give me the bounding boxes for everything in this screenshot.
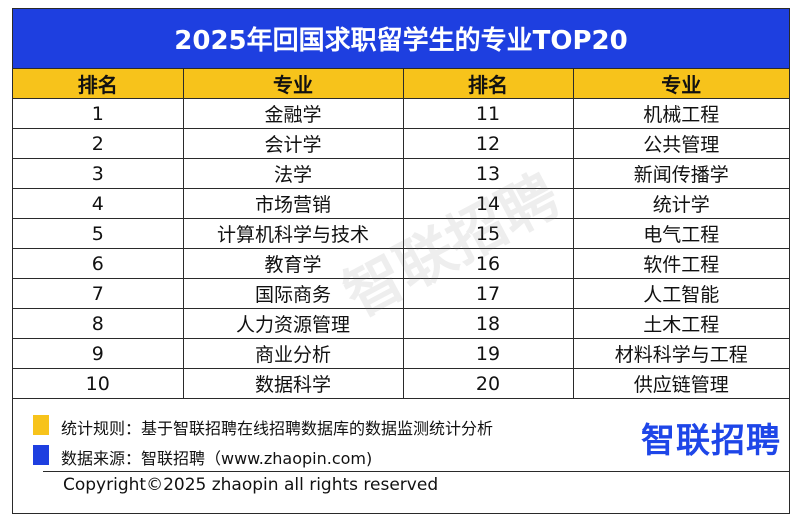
- major-cell: 计算机科学与技术: [182, 218, 404, 249]
- rank-cell: 17: [402, 278, 574, 309]
- table-row: 3 法学 13 新闻传播学: [13, 158, 789, 189]
- major-cell: 会计学: [182, 128, 404, 159]
- major-cell: 电气工程: [572, 218, 789, 249]
- rank-cell: 16: [402, 248, 574, 279]
- infographic-frame: 2025年回国求职留学生的专业TOP20 排名 专业 排名 专业 1 金融学 1…: [12, 8, 790, 514]
- rank-cell: 2: [13, 128, 184, 159]
- rank-cell: 6: [13, 248, 184, 279]
- major-cell: 统计学: [572, 188, 789, 219]
- table-row: 4 市场营销 14 统计学: [13, 188, 789, 219]
- major-cell: 软件工程: [572, 248, 789, 279]
- ranking-table: 排名 专业 排名 专业 1 金融学 11 机械工程 2 会计学 12 公共管理 …: [13, 69, 789, 399]
- yellow-legend-swatch: [33, 415, 49, 435]
- rank-cell: 10: [13, 368, 184, 399]
- major-cell: 商业分析: [182, 338, 404, 369]
- rank-cell: 13: [402, 158, 574, 189]
- major-cell: 金融学: [182, 98, 404, 129]
- header-major-right: 专业: [572, 69, 789, 99]
- rank-cell: 8: [13, 308, 184, 339]
- blue-legend-swatch: [33, 445, 49, 465]
- footer-divider: [43, 471, 789, 472]
- page-title: 2025年回国求职留学生的专业TOP20: [13, 9, 789, 69]
- major-cell: 人工智能: [572, 278, 789, 309]
- rank-cell: 12: [402, 128, 574, 159]
- rank-cell: 11: [402, 98, 574, 129]
- rank-cell: 20: [402, 368, 574, 399]
- data-source-text: 数据来源：智联招聘（www.zhaopin.com): [61, 449, 373, 468]
- header-rank-left: 排名: [13, 69, 184, 99]
- major-cell: 法学: [182, 158, 404, 189]
- rank-cell: 18: [402, 308, 574, 339]
- table-row: 8 人力资源管理 18 土木工程: [13, 308, 789, 339]
- rank-cell: 4: [13, 188, 184, 219]
- table-header-row: 排名 专业 排名 专业: [13, 69, 789, 99]
- rank-cell: 15: [402, 218, 574, 249]
- stat-rule-text: 统计规则：基于智联招聘在线招聘数据库的数据监测统计分析: [61, 419, 494, 438]
- major-cell: 机械工程: [572, 98, 789, 129]
- major-cell: 市场营销: [182, 188, 404, 219]
- rank-cell: 19: [402, 338, 574, 369]
- major-cell: 材料科学与工程: [572, 338, 789, 369]
- major-cell: 教育学: [182, 248, 404, 279]
- table-row: 10 数据科学 20 供应链管理: [13, 368, 789, 399]
- copyright-text: Copyright©2025 zhaopin all rights reserv…: [63, 475, 439, 495]
- major-cell: 供应链管理: [572, 368, 789, 399]
- zhaopin-logo: 智联招聘: [641, 421, 781, 461]
- major-cell: 数据科学: [182, 368, 404, 399]
- table-row: 7 国际商务 17 人工智能: [13, 278, 789, 309]
- major-cell: 国际商务: [182, 278, 404, 309]
- header-major-left: 专业: [182, 69, 404, 99]
- major-cell: 公共管理: [572, 128, 789, 159]
- rank-cell: 3: [13, 158, 184, 189]
- table-row: 2 会计学 12 公共管理: [13, 128, 789, 159]
- major-cell: 人力资源管理: [182, 308, 404, 339]
- rank-cell: 7: [13, 278, 184, 309]
- rank-cell: 1: [13, 98, 184, 129]
- header-rank-right: 排名: [402, 69, 574, 99]
- major-cell: 土木工程: [572, 308, 789, 339]
- rank-cell: 9: [13, 338, 184, 369]
- table-row: 1 金融学 11 机械工程: [13, 98, 789, 129]
- rank-cell: 14: [402, 188, 574, 219]
- legend-area: 统计规则：基于智联招聘在线招聘数据库的数据监测统计分析 数据来源：智联招聘（ww…: [13, 401, 789, 475]
- table-row: 9 商业分析 19 材料科学与工程: [13, 338, 789, 369]
- table-row: 6 教育学 16 软件工程: [13, 248, 789, 279]
- table-row: 5 计算机科学与技术 15 电气工程: [13, 218, 789, 249]
- major-cell: 新闻传播学: [572, 158, 789, 189]
- rank-cell: 5: [13, 218, 184, 249]
